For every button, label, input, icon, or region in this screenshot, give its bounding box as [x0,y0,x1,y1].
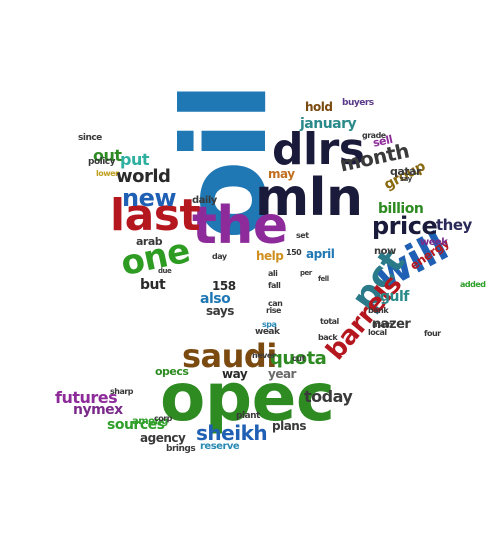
word: put [120,150,150,169]
word: dlrs [272,124,365,175]
word: saudi [182,337,277,375]
word: total [320,317,339,326]
word: per [300,269,312,277]
word: now [374,246,396,257]
word: day [212,252,227,261]
word: due [158,267,172,275]
word: sources [107,417,165,433]
word: plant [236,411,260,421]
word: cut [292,354,305,363]
word: out [93,146,122,165]
word: nazer [372,317,411,332]
word: says [206,304,234,318]
word: grade [362,131,386,140]
word: daily [192,195,217,206]
word: 158 [212,279,236,293]
word: price [372,212,438,240]
word: lower [96,169,119,178]
word: opecs [155,365,189,378]
word: back [318,333,338,342]
word: hold [305,100,333,114]
word: they [436,216,472,234]
word: sharp [110,387,134,396]
word: local [368,328,387,337]
word: january [300,116,357,132]
word: but [140,277,166,293]
word: added [460,280,486,289]
word: brings [166,444,196,454]
word: never [252,351,276,360]
word: week [420,237,448,248]
word: among [132,416,168,427]
word: weak [255,327,280,337]
word: say [400,175,412,183]
word: rise [266,306,281,315]
word: may [268,167,295,181]
word: billion [378,201,424,217]
word: last [110,190,201,241]
word: set [296,231,309,240]
word: world [116,166,171,187]
word: the [192,196,288,256]
word: policy [88,157,116,167]
word: mln [255,168,363,228]
word: plans [272,419,307,433]
word: ali [268,269,278,278]
word: corp [154,414,172,423]
word: sheikh [196,421,268,445]
word: opec [160,359,335,436]
word: year [268,367,296,381]
word: quota [270,348,327,369]
word: fell [318,275,329,283]
word: way [222,367,248,381]
word: main [372,320,393,329]
word: fall [268,281,281,290]
word: buyers [342,98,374,108]
word: qatar [390,165,421,178]
word: bank [368,306,389,315]
word: reserve [200,441,240,452]
word: four [424,329,441,338]
word: can [268,299,283,308]
word: since [78,133,102,143]
word: agency [140,431,186,445]
word: nymex [73,402,123,418]
word: today [304,387,353,406]
word: gulf [380,289,409,305]
word: arab [136,235,163,248]
word: april [306,247,335,261]
word: help [256,249,284,263]
word: new [122,184,177,212]
word: also [200,291,231,307]
word: 150 [286,248,302,257]
word: futures [55,388,118,407]
word: spa [262,320,277,329]
